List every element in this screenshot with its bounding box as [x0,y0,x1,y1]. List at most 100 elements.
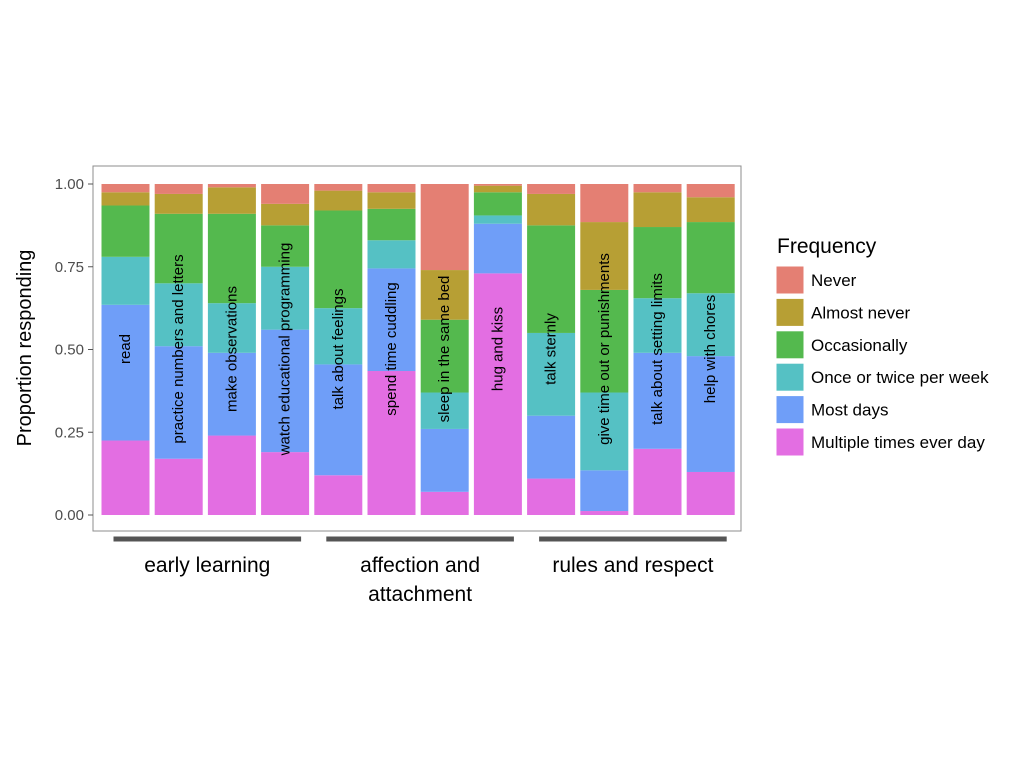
bar-segment-once_twice-2 [207,303,256,353]
bar-segment-most_days-8 [527,415,576,479]
bar-segment-most_days-4 [314,364,363,476]
bar-segment-most_days-2 [207,352,256,436]
bar-segment-multiple-0 [101,440,150,515]
bar-label-0: read [117,334,134,364]
bar-segment-multiple-6 [420,491,469,515]
bar-label-1: practice numbers and letters [170,254,187,443]
bar-segment-multiple-8 [527,478,576,515]
bar-segment-never-0 [101,184,150,193]
bar-segment-multiple-11 [686,471,735,515]
bar-segment-once_twice-4 [314,308,363,365]
bar-segment-almost_never-11 [686,197,735,223]
bar-segment-most_days-11 [686,356,735,472]
bar-segment-occasionally-8 [527,225,576,333]
bar-segment-occasionally-4 [314,210,363,309]
legend-swatch-once_twice [775,362,805,392]
y-tick-label-1: 0.25 [55,424,84,441]
bar-segment-almost_never-10 [633,192,682,228]
bar-segment-once_twice-10 [633,298,682,353]
legend-label-occasionally: Occasionally [811,336,908,355]
bar-segment-almost_never-6 [420,270,469,320]
bar-segment-occasionally-6 [420,319,469,393]
bar-label-4: talk about feelings [330,289,347,410]
bars-layer [101,184,735,515]
bar-segment-never-6 [420,184,469,271]
groups-layer: early learning affection and attachment rul… [113,536,727,606]
y-tick-label-0: 0.00 [55,507,84,524]
legend-swatch-occasionally [775,330,805,360]
bar-segment-multiple-1 [154,458,203,515]
legend-label-once_twice: Once or twice per week [811,368,989,387]
bar-segment-once_twice-6 [420,392,469,429]
bar-segment-occasionally-7 [473,192,522,216]
bar-segment-occasionally-0 [101,205,150,257]
bar-label-8: talk sternly [543,313,560,385]
y-tick-label-3: 0.75 [55,259,84,276]
legend: Frequency Never Almost never Occasionally O… [775,235,989,457]
bar-segment-occasionally-2 [207,213,256,304]
bar-segment-most_days-1 [154,346,203,459]
bar-segment-once_twice-11 [686,293,735,357]
bar-labels-layer: read practice numbers and letters make obs… [117,243,719,457]
bar-label-3: watch educational programming [277,243,294,457]
bar-segment-never-1 [154,184,203,194]
bar-segment-most_days-5 [367,268,416,372]
bar-segment-never-8 [527,184,576,194]
bar-segment-almost_never-3 [261,203,310,226]
bar-segment-most_days-3 [261,329,310,453]
bar-segment-multiple-2 [207,435,256,515]
legend-swatch-most_days [775,395,805,425]
y-axis: 0.00 0.25 0.50 0.75 1.00 [55,176,93,524]
bar-segment-once_twice-7 [473,215,522,224]
bar-segment-once_twice-8 [527,332,576,416]
bar-segment-most_days-0 [101,304,150,441]
bar-segment-occasionally-1 [154,213,203,284]
legend-swatch-never [775,265,805,295]
group-label-1-line-0: affection and [360,554,480,577]
bar-segment-almost_never-5 [367,192,416,209]
bar-label-10: talk about setting limits [649,273,666,425]
group-label-0-line-0: early learning [144,554,270,577]
legend-swatch-multiple [775,427,805,457]
bar-segment-occasionally-9 [580,289,629,393]
legend-label-almost_never: Almost never [811,303,911,322]
bar-segment-never-9 [580,184,629,223]
bar-segment-once_twice-0 [101,256,150,305]
bar-segment-once_twice-1 [154,283,203,347]
bar-segment-occasionally-11 [686,222,735,294]
bar-label-6: sleep in the same bed [436,276,453,423]
bar-segment-almost_never-9 [580,222,629,290]
bar-segment-almost_never-0 [101,192,150,206]
bar-segment-occasionally-3 [261,225,310,267]
bar-segment-multiple-9 [580,511,629,515]
bar-segment-most_days-9 [580,470,629,512]
group-label-2-line-0: rules and respect [552,554,713,577]
bar-segment-almost_never-4 [314,190,363,211]
bar-segment-never-10 [633,184,682,193]
bar-segment-almost_never-8 [527,193,576,226]
bar-segment-never-11 [686,184,735,198]
bar-segment-multiple-3 [261,452,310,515]
legend-label-never: Never [811,271,857,290]
bar-label-7: hug and kiss [489,307,506,391]
bar-segment-never-5 [367,184,416,193]
bar-segment-most_days-7 [473,223,522,274]
bar-segment-never-2 [207,184,256,188]
legend-label-multiple: Multiple times ever day [811,433,985,452]
bar-segment-once_twice-3 [261,266,310,330]
bar-label-2: make observations [223,286,240,412]
bar-segment-almost_never-7 [473,185,522,193]
legend-title: Frequency [777,235,877,258]
group-label-1-line-1: attachment [368,583,472,606]
y-axis-label: Proportion responding [14,250,36,447]
y-tick-label-2: 0.50 [55,342,84,359]
bar-label-5: spend time cuddling [383,282,400,415]
bar-segment-multiple-5 [367,371,416,515]
bar-segment-once_twice-9 [580,392,629,471]
y-tick-label-4: 1.00 [55,176,84,193]
bar-label-9: give time out or punishments [596,253,613,445]
bar-segment-almost_never-2 [207,187,256,214]
bar-segment-almost_never-1 [154,193,203,214]
legend-swatch-almost_never [775,297,805,327]
